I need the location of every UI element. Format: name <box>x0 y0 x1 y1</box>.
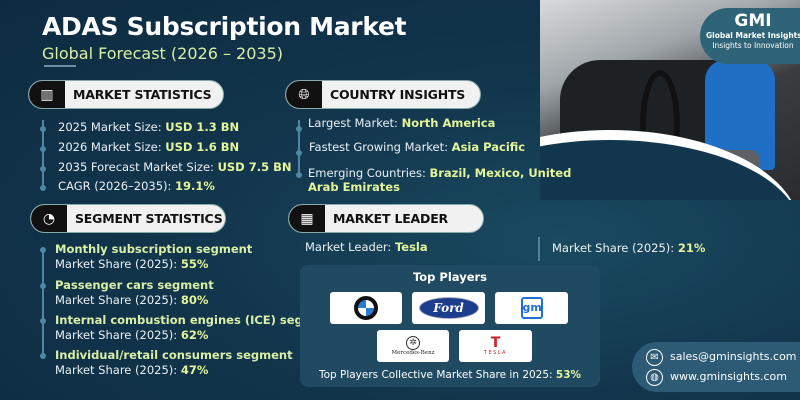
bullet <box>40 353 46 359</box>
contact-panel: ✉ sales@gminsights.com ◍ www.gminsights.… <box>632 342 800 392</box>
gmi-logo: GMI Global Market Insights Insights to I… <box>700 8 800 64</box>
bullet <box>40 318 46 324</box>
page-title: ADAS Subscription Market <box>42 12 407 41</box>
logo-bmw <box>330 292 402 324</box>
logo-text: GMI <box>734 11 772 31</box>
top-players-heading: Top Players <box>412 270 488 284</box>
bullet <box>296 126 302 132</box>
section-heading: MARKET LEADER <box>333 211 448 226</box>
segment-chart-icon: ◔ <box>31 205 67 232</box>
section-heading: SEGMENT STATISTICS <box>75 211 223 226</box>
segment-stat-item: Monthly subscription segment Market Share… <box>55 242 253 271</box>
collective-share: Top Players Collective Market Share in 2… <box>318 369 582 381</box>
bullet <box>40 185 46 191</box>
segment-stat-item: Internal combustion engines (ICE) segmen… <box>55 313 337 342</box>
logo-tesla: T TESLA <box>459 330 532 362</box>
top-players-panel: Top Players Ford GM ✲ Mercedes-Benz T TE… <box>300 265 600 387</box>
market-leader-header: ▦ MARKET LEADER <box>288 204 484 233</box>
globe-icon: ◍ <box>646 369 663 386</box>
bullet-line <box>42 248 44 356</box>
website-link[interactable]: www.gminsights.com <box>670 370 787 383</box>
section-heading: COUNTRY INSIGHTS <box>330 87 466 102</box>
logo-mercedes: ✲ Mercedes-Benz <box>377 330 449 362</box>
bullet-line <box>298 120 300 176</box>
market-leader: Market Leader: Tesla <box>305 240 428 254</box>
emerging-countries: Emerging Countries: Brazil, Mexico, Unit… <box>308 166 572 194</box>
chart-globe-icon: ▥ <box>29 81 65 108</box>
bullet <box>40 146 46 152</box>
logo-name: Global Market Insights <box>706 31 800 40</box>
market-stat-item: 2025 Market Size: USD 1.3 BN <box>58 120 240 134</box>
page-subtitle: Global Forecast (2026 – 2035) <box>42 44 284 63</box>
bullet-line <box>42 120 44 186</box>
market-stat-item: 2035 Forecast Market Size: USD 7.5 BN <box>58 160 292 174</box>
mercedes-star-icon: ✲ <box>406 336 420 350</box>
tesla-t-icon: T <box>490 335 501 351</box>
logo-gm: GM <box>495 292 568 324</box>
country-insights-header: 🌐︎ COUNTRY INSIGHTS <box>285 80 481 109</box>
bullet <box>40 126 46 132</box>
segment-stat-item: Individual/retail consumers segment Marke… <box>55 348 293 377</box>
globe-icon: 🌐︎ <box>286 81 322 108</box>
logo-tagline: Insights to Innovation <box>712 41 794 50</box>
segment-statistics-header: ◔ SEGMENT STATISTICS <box>30 204 226 233</box>
bullet <box>40 166 46 172</box>
title-divider <box>44 65 76 67</box>
market-stat-item: CAGR (2026–2035): 19.1% <box>58 179 215 193</box>
divider <box>538 237 540 261</box>
leader-market-share: Market Share (2025): 21% <box>552 241 706 255</box>
bullet <box>40 283 46 289</box>
segment-stat-item: Passenger cars segment Market Share (2025… <box>55 278 214 307</box>
bullet <box>296 172 302 178</box>
email-icon: ✉ <box>646 349 663 366</box>
section-heading: MARKET STATISTICS <box>73 87 212 102</box>
leader-chart-icon: ▦ <box>289 205 325 232</box>
email-link[interactable]: sales@gminsights.com <box>670 350 797 363</box>
logo-ford: Ford <box>412 292 485 324</box>
market-stat-item: 2026 Market Size: USD 1.6 BN <box>58 140 240 154</box>
market-statistics-header: ▥ MARKET STATISTICS <box>28 80 224 109</box>
bullet <box>40 247 46 253</box>
largest-market: Largest Market: North America <box>308 116 496 130</box>
fastest-growing-market: Fastest Growing Market: Asia Pacific <box>309 140 526 154</box>
bmw-roundel-icon <box>354 296 378 320</box>
bullet <box>296 150 302 156</box>
